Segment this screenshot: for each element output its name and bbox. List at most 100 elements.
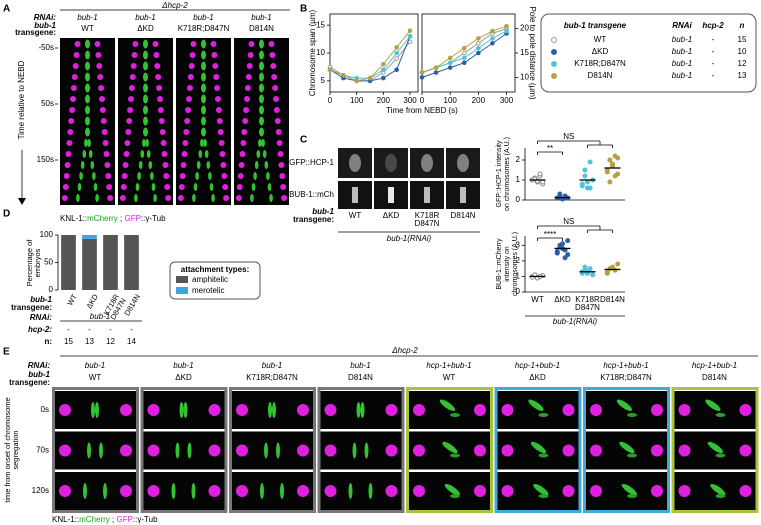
y2-tick-label: 10 [520,72,529,81]
centrosome [186,96,192,102]
centrosome [324,444,337,457]
legend-marker [551,61,557,67]
time-label: 150s [37,155,54,164]
centrosome [223,195,230,201]
chromosome [259,72,264,82]
chromosome [621,483,637,496]
data-point [590,272,596,278]
bar-segment [124,235,139,290]
centrosome [222,184,229,190]
transgene-label: ΔKD [175,373,192,382]
chromosome [616,399,633,411]
chromosome [528,399,544,411]
chromosome [138,161,143,169]
bar-segment [103,235,118,290]
time-label: -50s [38,43,54,52]
chromosome [143,72,148,82]
data-point [579,183,585,189]
centrosome [213,74,220,80]
chromosome [352,442,357,459]
centrosome [245,74,252,80]
transgene-label: D814N [249,24,274,33]
chromosome [201,61,206,71]
data-point [433,70,439,75]
transgene-label: K718R;D847N [246,373,298,382]
chromosome [201,39,206,49]
chromosome [267,183,272,191]
centrosome [269,52,276,58]
centrosome [120,404,132,416]
centrosome [272,85,279,91]
centrosome [96,63,103,69]
centrosome [188,63,195,69]
chromosome [85,94,90,104]
centrosome [590,485,602,497]
chromosome [368,483,373,499]
y-tick-label: 3 [516,240,521,249]
chromosome [450,453,460,458]
centrosome [210,41,217,47]
data-point [447,60,453,66]
legend-box [540,13,757,93]
y-tick-label: 0 [516,287,521,296]
rnai-label: bub-1 [135,13,155,22]
legend-n: 15 [738,35,747,44]
chromosome [93,183,98,191]
n-value: 14 [127,337,136,346]
caption-part: ; [110,515,117,524]
panel-letter: D [3,209,10,220]
legend-rnai: bub-1 [672,71,692,80]
chromosome [193,183,198,191]
row-label: n: [44,337,52,346]
data-point [587,159,593,165]
legend-header: bub-1 transgene [564,21,627,30]
data-point [461,50,467,56]
centrosome [120,184,127,190]
data-point [433,65,439,70]
rnai-label: bub-1 [77,13,97,22]
centrosome [236,184,243,190]
y-axis-label: Chromosome span (µm) [308,9,317,96]
centrosome [590,444,602,457]
data-point [394,45,399,50]
centrosome [273,107,280,113]
legend-label: merotelic [192,286,224,295]
signal [385,154,397,172]
legend-hcp2: - [712,47,715,56]
row-label: RNAi: [30,313,53,322]
bar-segment [82,235,97,239]
rnai-label: bub-1 [90,312,110,321]
centrosome [62,184,69,190]
centrosome [66,140,73,146]
caption-part: mCherry [79,515,110,524]
chromosome [103,483,107,499]
chromosome [200,139,204,147]
bar-segment [82,238,97,290]
chromosome [95,402,99,418]
chromosome [533,483,549,496]
chromosome [201,72,206,82]
centrosome [739,485,752,497]
rnai-label: hcp-1+bub-1 [515,361,560,370]
chromosome [88,150,93,158]
data-point [557,191,563,197]
chromosome [276,442,280,459]
data-point [327,67,333,73]
significance: NS [563,132,574,141]
legend-swatch [176,276,188,283]
legend-box [169,261,261,300]
rnai-label: bub-1 [193,13,213,22]
rnai-label: hcp-1+bub-1 [426,361,471,370]
legend-marker [551,49,557,55]
header: Δhcp-2 [391,346,418,355]
centrosome [215,107,222,113]
chromosome [439,399,456,411]
centrosome [100,118,107,124]
chromosome [715,494,726,498]
centrosome [153,52,160,58]
row-label: transgene: [15,28,56,37]
rnai-label: bub-1(RNAi) [387,234,432,243]
centrosome [165,195,172,201]
x-tick-label: 100 [350,96,364,105]
centrosome [385,444,398,457]
